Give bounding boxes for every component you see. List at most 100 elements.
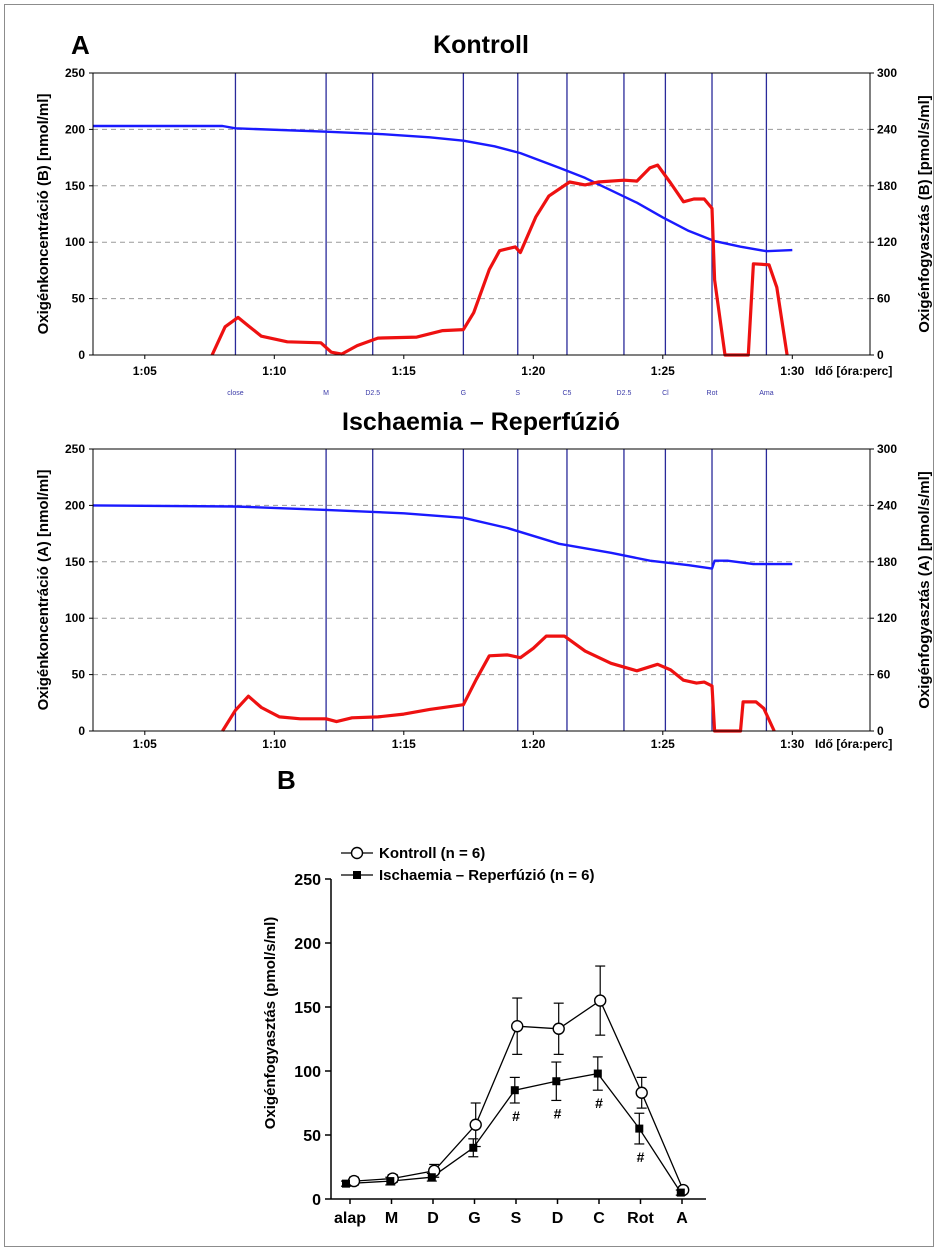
significance-marker: # <box>637 1149 645 1165</box>
y-tick-label: 250 <box>294 872 321 889</box>
x-tick-label: D <box>552 1210 564 1227</box>
event-marker-label: G <box>461 390 466 397</box>
data-point-ischaemia <box>552 1077 561 1086</box>
tick-labels: 0 50 100 150 200 250 alap M D G S D C Rot A <box>294 872 688 1227</box>
event-marker-label: close <box>227 390 243 397</box>
plot-frame <box>92 72 871 356</box>
legend-label-kontroll: Kontroll (n = 6) <box>379 845 485 862</box>
legend-label-ischaemia: Ischaemia – Reperfúzió (n = 6) <box>379 867 595 884</box>
y-tick-label-right: 60 <box>877 292 891 306</box>
figure-frame: A B Kontroll close M D2.5 G S C5 D2.5 Cl Rot Ama … <box>4 4 934 1247</box>
y-tick-label-right: 0 <box>877 724 884 738</box>
y-tick-label: 150 <box>294 1000 321 1017</box>
y-tick-label-left: 0 <box>78 724 85 738</box>
data-point-ischaemia <box>386 1177 395 1186</box>
legend: Kontroll (n = 6) Ischaemia – Reperfúzió … <box>341 845 595 884</box>
x-tick-label: C <box>593 1210 605 1227</box>
y-tick-label-left: 100 <box>65 611 85 625</box>
y-tick-label-right: 120 <box>877 611 897 625</box>
legend-marker-ischaemia <box>353 871 361 879</box>
event-marker-label: Ama <box>759 390 774 397</box>
y-tick-label-left: 250 <box>65 66 85 80</box>
y-tick-label-left: 50 <box>72 668 86 682</box>
y-tick-label: 50 <box>303 1128 321 1145</box>
data-point-ischaemia <box>342 1179 350 1188</box>
data-point-kontroll <box>552 1022 565 1035</box>
y-axis-label-right: Oxigénfogyasztás (A) [pmol/s/ml] <box>916 471 933 709</box>
x-tick-label: alap <box>334 1210 366 1227</box>
chart-ischaemia-reperfusion: Ischaemia – Reperfúzió 1:05 1:10 1:15 1:20 1… <box>35 408 933 751</box>
event-marker-label: S <box>515 390 520 397</box>
data-point-kontroll <box>594 994 607 1007</box>
chart-title: Ischaemia – Reperfúzió <box>342 408 620 436</box>
y-tick-label: 0 <box>312 1192 321 1209</box>
x-tick-label: 1:15 <box>392 737 416 751</box>
event-markers <box>234 449 768 731</box>
y-tick-label-right: 60 <box>877 668 891 682</box>
chart-summary: # # # # 0 50 100 150 200 250 alap M D G S D C Rot A Oxigé… <box>262 845 706 1227</box>
data-point-kontroll <box>469 1118 482 1131</box>
data-point-kontroll <box>635 1086 648 1099</box>
data-point-kontroll <box>511 1019 524 1033</box>
x-tick-label: 1:10 <box>262 364 286 378</box>
figure-canvas: A B Kontroll close M D2.5 G S C5 D2.5 Cl Rot Ama … <box>35 30 933 1227</box>
chart-title: Kontroll <box>433 31 529 59</box>
x-tick-label: 1:15 <box>392 364 416 378</box>
x-tick-label: 1:30 <box>780 737 804 751</box>
chart-series <box>93 124 793 357</box>
data-point-kontroll <box>347 1174 361 1188</box>
oxygen-concentration-line <box>92 504 793 570</box>
data-point-ischaemia <box>593 1069 602 1078</box>
y-tick-label: 100 <box>294 1064 321 1081</box>
y-tick-label-left: 200 <box>65 122 85 136</box>
y-tick-label-left: 0 <box>78 348 85 362</box>
x-tick-label: M <box>385 1210 398 1227</box>
event-marker-label: D2.5 <box>365 390 380 397</box>
panel-b-label: B <box>277 765 296 795</box>
y-tick-label-left: 150 <box>65 555 85 569</box>
event-marker-label: D2.5 <box>617 390 632 397</box>
chart-axes <box>330 879 706 1200</box>
x-tick-label: 1:20 <box>521 364 545 378</box>
panel-a-label: A <box>71 30 90 60</box>
x-tick-label: 1:05 <box>133 737 157 751</box>
x-tick-label: S <box>511 1210 522 1227</box>
chart-series: # # # # <box>341 965 690 1197</box>
chart-series <box>92 504 793 733</box>
oxygen-consumption-line <box>221 634 776 733</box>
y-tick-label-right: 240 <box>877 498 897 512</box>
y-tick-label-left: 100 <box>65 235 85 249</box>
x-tick-label: A <box>676 1210 688 1227</box>
x-tick-label: Rot <box>627 1210 654 1227</box>
y-tick-label-right: 0 <box>877 348 884 362</box>
y-axis-label-left: Oxigénkoncentráció (A) [nmol/ml] <box>35 470 52 711</box>
chart-kontroll: Kontroll close M D2.5 G S C5 D2.5 Cl Rot Ama 1:05… <box>35 31 933 397</box>
y-tick-label-right: 180 <box>877 179 897 193</box>
x-tick-label: 1:25 <box>651 364 675 378</box>
x-tick-label: 1:25 <box>651 737 675 751</box>
y-tick-label: 200 <box>294 936 321 953</box>
y-tick-label-right: 300 <box>877 442 897 456</box>
y-tick-label-right: 300 <box>877 66 897 80</box>
data-point-ischaemia <box>427 1173 436 1182</box>
y-tick-label-right: 180 <box>877 555 897 569</box>
y-tick-label-left: 250 <box>65 442 85 456</box>
x-tick-label: 1:30 <box>780 364 804 378</box>
legend-marker-kontroll <box>350 846 364 860</box>
significance-marker: # <box>595 1095 603 1111</box>
data-point-ischaemia <box>676 1188 685 1197</box>
y-tick-label-left: 50 <box>72 292 86 306</box>
significance-marker: # <box>554 1105 562 1121</box>
event-marker-label: Rot <box>707 390 718 397</box>
tick-labels: 1:05 1:10 1:15 1:20 1:25 1:30 0 50 100 150 200 250 0… <box>65 442 897 751</box>
chart-grid <box>93 128 870 300</box>
y-tick-label-right: 240 <box>877 122 897 136</box>
data-point-ischaemia <box>635 1124 644 1133</box>
oxygen-concentration-line <box>93 124 793 253</box>
x-axis-label: Idő [óra:perc] <box>815 364 892 378</box>
x-tick-label: 1:20 <box>521 737 545 751</box>
y-axis-label: Oxigénfogyasztás (pmol/s/ml) <box>262 917 279 1130</box>
x-axis-label: Idő [óra:perc] <box>815 737 892 751</box>
chart-grid <box>93 504 870 676</box>
x-tick-label: 1:10 <box>262 737 286 751</box>
